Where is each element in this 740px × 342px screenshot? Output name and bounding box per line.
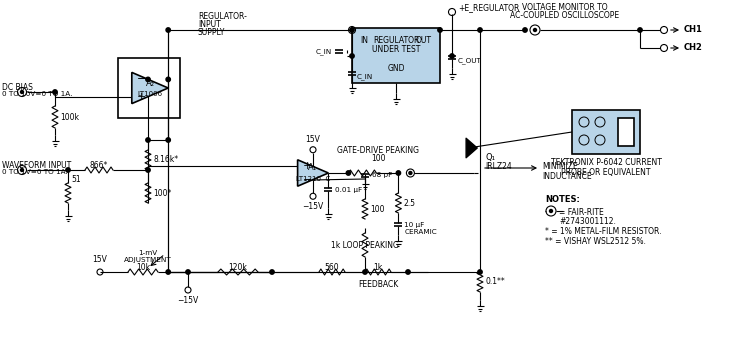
Text: ** = VISHAY WSL2512 5%.: ** = VISHAY WSL2512 5%. — [545, 237, 646, 246]
Circle shape — [534, 28, 536, 31]
Bar — [352, 28, 440, 83]
Text: A₂: A₂ — [146, 79, 155, 88]
Circle shape — [346, 171, 351, 175]
Text: = FAIR-RITE: = FAIR-RITE — [559, 208, 604, 217]
Circle shape — [66, 168, 70, 172]
Text: LT1210  C: LT1210 C — [296, 176, 330, 182]
Text: −15V: −15V — [303, 202, 323, 211]
Text: Q₁: Q₁ — [485, 153, 495, 162]
Text: LT1006: LT1006 — [138, 91, 163, 97]
Text: MINIMIZE
INDUCTANCE: MINIMIZE INDUCTANCE — [542, 162, 591, 181]
Text: NOTES:: NOTES: — [545, 195, 580, 204]
Text: 866*: 866* — [90, 160, 108, 170]
Text: 51: 51 — [71, 175, 81, 184]
Text: 100: 100 — [371, 154, 386, 163]
Circle shape — [166, 138, 170, 142]
Circle shape — [550, 210, 553, 212]
Text: GND: GND — [387, 64, 405, 73]
Circle shape — [406, 270, 410, 274]
Text: OUT: OUT — [416, 36, 432, 45]
Text: 560: 560 — [325, 263, 340, 272]
Circle shape — [166, 77, 170, 82]
Circle shape — [522, 28, 527, 32]
Text: A₁: A₁ — [309, 163, 317, 172]
Circle shape — [478, 28, 482, 32]
Text: −: − — [137, 75, 147, 84]
Text: IN: IN — [360, 36, 368, 45]
Text: 0 TO 10V=0 TO 1A.: 0 TO 10V=0 TO 1A. — [2, 91, 73, 97]
Circle shape — [450, 54, 454, 58]
Text: GATE-DRIVE PEAKING: GATE-DRIVE PEAKING — [337, 146, 420, 155]
Circle shape — [396, 171, 400, 175]
Text: 0 TO 1V=0 TO 1A.: 0 TO 1V=0 TO 1A. — [2, 169, 68, 175]
Text: −: − — [303, 175, 312, 185]
Circle shape — [166, 28, 170, 32]
FancyArrowPatch shape — [466, 138, 477, 158]
Text: 100*: 100* — [153, 188, 172, 197]
Text: C_OUT: C_OUT — [458, 57, 482, 64]
Circle shape — [270, 270, 275, 274]
Text: INPUT: INPUT — [198, 20, 221, 29]
Circle shape — [53, 90, 57, 94]
Bar — [118, 58, 180, 118]
Text: DC BIAS: DC BIAS — [2, 83, 33, 92]
Text: VOLTAGE MONITOR TO: VOLTAGE MONITOR TO — [522, 3, 608, 12]
Circle shape — [21, 169, 24, 171]
Text: 15V: 15V — [92, 255, 107, 264]
Text: SUPPLY: SUPPLY — [198, 28, 226, 37]
Text: TEKTRONIX P-6042 CURRENT
PROBE OR EQUIVALENT: TEKTRONIX P-6042 CURRENT PROBE OR EQUIVA… — [551, 158, 662, 177]
Circle shape — [409, 171, 412, 174]
Text: #2743001112.: #2743001112. — [559, 217, 616, 226]
Text: FEEDBACK: FEEDBACK — [358, 280, 398, 289]
Bar — [572, 110, 640, 154]
Circle shape — [363, 270, 367, 274]
Bar — [618, 118, 634, 146]
Text: REGULATOR-: REGULATOR- — [198, 12, 247, 21]
Circle shape — [21, 91, 24, 93]
Circle shape — [146, 138, 150, 142]
Circle shape — [478, 270, 482, 274]
Circle shape — [638, 28, 642, 32]
Text: AC-COUPLED OSCILLOSCOPE: AC-COUPLED OSCILLOSCOPE — [511, 11, 619, 20]
Text: 10k: 10k — [136, 263, 150, 272]
Text: 0.1**: 0.1** — [485, 277, 505, 287]
Text: 100k: 100k — [60, 113, 79, 121]
Circle shape — [438, 28, 443, 32]
Circle shape — [186, 270, 190, 274]
Circle shape — [166, 270, 170, 274]
Polygon shape — [297, 160, 329, 186]
Circle shape — [350, 54, 354, 58]
Text: 120k: 120k — [229, 263, 247, 272]
Text: 1-mV
ADJUSTMENT: 1-mV ADJUSTMENT — [124, 250, 172, 263]
Text: +E_REGULATOR: +E_REGULATOR — [458, 3, 519, 13]
Text: C_IN: C_IN — [316, 48, 332, 55]
Text: WAVEFORM INPUT: WAVEFORM INPUT — [2, 161, 71, 170]
Circle shape — [146, 168, 150, 172]
Text: 68 pF: 68 pF — [372, 172, 392, 179]
Text: 10 μF
CERAMIC: 10 μF CERAMIC — [404, 222, 437, 235]
Text: C_IN: C_IN — [357, 74, 373, 80]
Text: 2.5: 2.5 — [403, 198, 415, 208]
Text: 1k: 1k — [374, 263, 383, 272]
Text: UNDER TEST: UNDER TEST — [371, 45, 420, 54]
Text: REGULATOR: REGULATOR — [373, 36, 419, 45]
Text: CH1: CH1 — [684, 26, 703, 35]
Text: −15V: −15V — [178, 296, 198, 305]
Text: 15V: 15V — [306, 135, 320, 144]
Text: 100: 100 — [370, 205, 385, 213]
Circle shape — [350, 28, 354, 32]
Text: +: + — [137, 92, 147, 102]
Polygon shape — [132, 73, 168, 104]
Text: IRLZ24: IRLZ24 — [485, 162, 512, 171]
Text: +: + — [303, 161, 312, 171]
Text: 8.16k*: 8.16k* — [153, 156, 178, 165]
Text: * = 1% METAL-FILM RESISTOR.: * = 1% METAL-FILM RESISTOR. — [545, 227, 662, 236]
Text: CH2: CH2 — [684, 43, 703, 53]
Text: 1k LOOP PEAKING: 1k LOOP PEAKING — [331, 241, 399, 250]
Text: 0.01 μF: 0.01 μF — [335, 187, 363, 193]
Circle shape — [146, 77, 150, 82]
